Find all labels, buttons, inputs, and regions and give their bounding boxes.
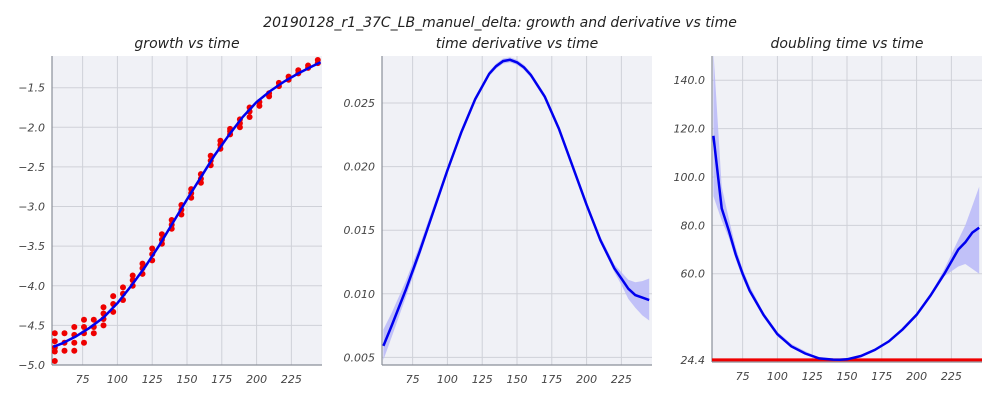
chart-title: doubling time vs time (771, 36, 924, 52)
y-tick-label: −3.5 (18, 240, 45, 253)
x-tick-label: 200 (906, 370, 927, 383)
x-tick-label: 125 (142, 373, 163, 386)
figure-title: 20190128_r1_37C_LB_manuel_delta: growth … (263, 15, 737, 31)
data-point (139, 260, 146, 267)
data-point (71, 324, 78, 330)
data-point (100, 322, 107, 329)
x-tick-label: 100 (107, 373, 128, 386)
data-point (81, 339, 87, 346)
x-tick-label: 125 (472, 373, 493, 386)
x-tick-label: 125 (802, 370, 823, 383)
y-tick-label: 0.020 (344, 161, 376, 174)
x-tick-label: 225 (941, 370, 962, 383)
data-point (217, 137, 224, 144)
x-tick-label: 150 (837, 370, 858, 383)
x-tick-label: 75 (406, 373, 420, 386)
x-tick-label: 150 (177, 373, 198, 386)
x-tick-label: 175 (871, 370, 892, 383)
chart-panel-1: 75 100 125 150 175 200 225 −5.0 −4.5 −4.0 −3.5 −3.0… (18, 36, 322, 386)
y-tick-label: 24.4 (681, 354, 706, 367)
data-point (71, 347, 78, 354)
y-tick-label: 0.005 (344, 351, 376, 364)
data-point (61, 347, 68, 354)
data-point (61, 330, 68, 337)
data-point (149, 245, 156, 252)
x-tick-label: 100 (767, 370, 788, 383)
data-point (52, 338, 58, 345)
y-tick-label: −4.5 (18, 319, 45, 332)
y-tick-label: 0.025 (344, 97, 376, 110)
data-point (90, 316, 97, 323)
x-tick-label: 225 (611, 373, 632, 386)
y-tick-label: 0.010 (344, 288, 376, 301)
y-tick-label: 80.0 (681, 219, 706, 232)
panels: 75 100 125 150 175 200 225 −5.0 −4.5 −4.0 −3.5 −3.0… (18, 36, 982, 386)
chart-panel-2: 75 100 125 150 175 200 225 0.005 0.010 0.015 0.020… (344, 36, 652, 386)
data-point (81, 316, 87, 323)
data-point (71, 339, 78, 346)
data-point (52, 330, 58, 337)
data-point (120, 284, 126, 291)
data-point (129, 272, 136, 279)
x-tick-label: 75 (736, 370, 750, 383)
chart-title: growth vs time (134, 36, 239, 52)
data-point (110, 293, 117, 300)
chart-title: time derivative vs time (436, 36, 598, 52)
series-line (382, 58, 650, 347)
data-point (81, 324, 87, 330)
data-point (246, 114, 253, 120)
data-point (52, 358, 58, 364)
y-tick-label: −4.0 (18, 280, 45, 293)
y-tick-label: 140.0 (674, 74, 706, 87)
chart-panel-3: 75 100 125 150 175 200 225 24.4 60.0 80.0 100.0 120… (674, 36, 982, 383)
y-tick-label: −1.5 (18, 82, 45, 95)
fit-line (52, 61, 322, 348)
x-tick-label: 175 (541, 373, 562, 386)
y-tick-label: −5.0 (18, 359, 45, 372)
data-point (90, 330, 97, 337)
x-tick-label: 225 (281, 373, 302, 386)
x-tick-label: 100 (437, 373, 458, 386)
series-line (712, 135, 980, 362)
x-tick-label: 200 (246, 373, 267, 386)
data-point (100, 304, 107, 311)
data-point (158, 231, 165, 238)
y-tick-label: 100.0 (674, 171, 706, 184)
data-point (314, 57, 321, 63)
y-tick-label: 60.0 (681, 268, 706, 281)
y-tick-label: −2.0 (18, 121, 45, 134)
y-tick-label: 120.0 (674, 123, 706, 136)
y-tick-label: −3.0 (18, 201, 45, 214)
data-layer (712, 56, 982, 362)
x-tick-label: 150 (507, 373, 528, 386)
data-layer (52, 57, 322, 364)
x-tick-label: 200 (576, 373, 597, 386)
data-layer (382, 57, 650, 360)
x-tick-label: 75 (76, 373, 90, 386)
x-tick-label: 175 (211, 373, 232, 386)
y-tick-label: −2.5 (18, 161, 45, 174)
y-tick-label: 0.015 (344, 224, 376, 237)
